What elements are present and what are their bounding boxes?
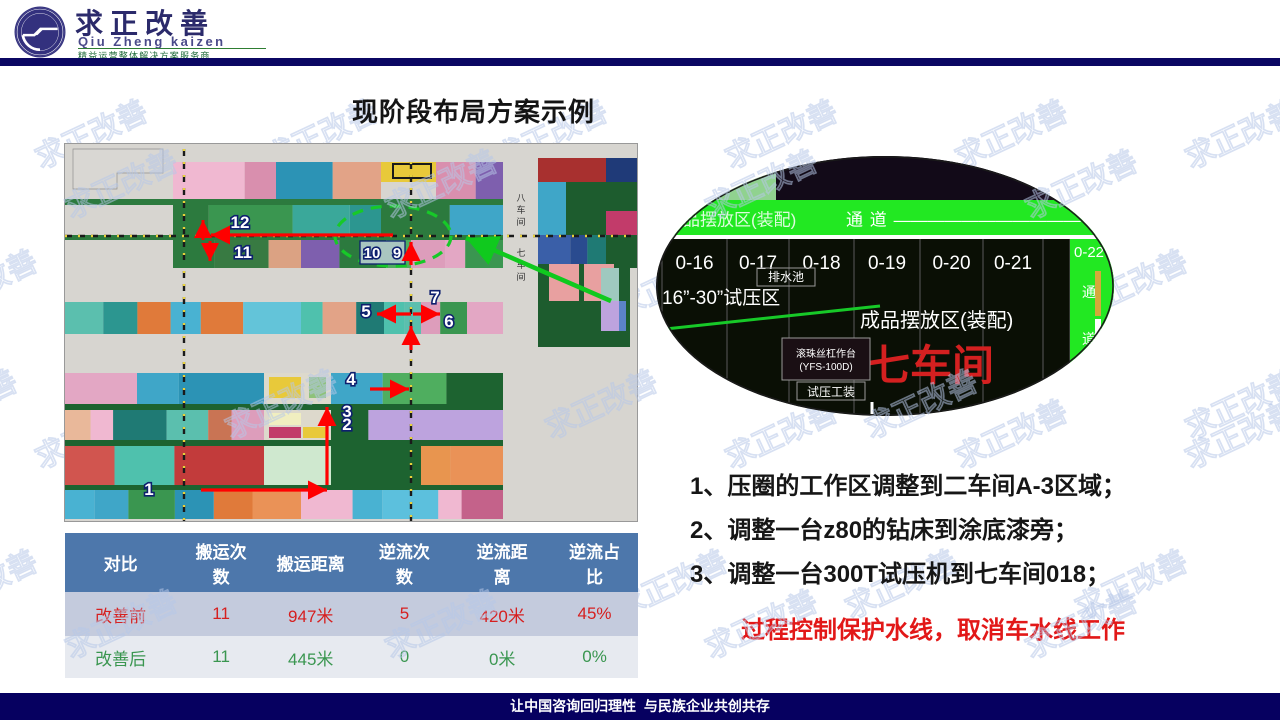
svg-text:排水池: 排水池 — [768, 270, 804, 284]
svg-text:(YFS-100D): (YFS-100D) — [799, 362, 852, 373]
svg-text:0-18: 0-18 — [802, 253, 840, 274]
svg-text:八: 八 — [516, 193, 525, 203]
svg-text:试压工装: 试压工装 — [807, 384, 855, 399]
svg-text:12: 12 — [231, 213, 250, 232]
svg-text:0-22: 0-22 — [1074, 244, 1104, 261]
svg-text:0-16: 0-16 — [675, 253, 713, 274]
svg-text:成品摆放区(装配): 成品摆放区(装配) — [860, 309, 1013, 332]
svg-text:2: 2 — [342, 415, 351, 434]
svg-text:成品摆放区(装配): 成品摆放区(装配) — [666, 211, 796, 230]
svg-text:0-19: 0-19 — [868, 253, 906, 274]
svg-text:0-20: 0-20 — [932, 253, 970, 274]
svg-text:11: 11 — [234, 243, 252, 262]
svg-text:七车间: 七车间 — [868, 342, 994, 389]
svg-text:10: 10 — [364, 245, 381, 262]
svg-text:16”-30”试压区: 16”-30”试压区 — [662, 287, 780, 309]
svg-text:7: 7 — [430, 288, 439, 307]
svg-text:七: 七 — [516, 248, 525, 258]
svg-text:4: 4 — [346, 370, 356, 389]
svg-text:滚珠丝杠作台: 滚珠丝杠作台 — [796, 347, 856, 360]
svg-text:6: 6 — [444, 312, 453, 331]
svg-text:间: 间 — [516, 271, 525, 282]
svg-text:9: 9 — [393, 245, 401, 262]
svg-text:0-21: 0-21 — [994, 253, 1032, 274]
svg-text:车: 车 — [516, 204, 525, 215]
svg-text:通: 通 — [1082, 284, 1096, 300]
svg-text:5: 5 — [361, 302, 370, 321]
svg-text:1: 1 — [144, 480, 153, 499]
svg-text:通 道 ———————————: 通 道 ——————————— — [846, 211, 1081, 230]
svg-text:间: 间 — [516, 216, 525, 227]
